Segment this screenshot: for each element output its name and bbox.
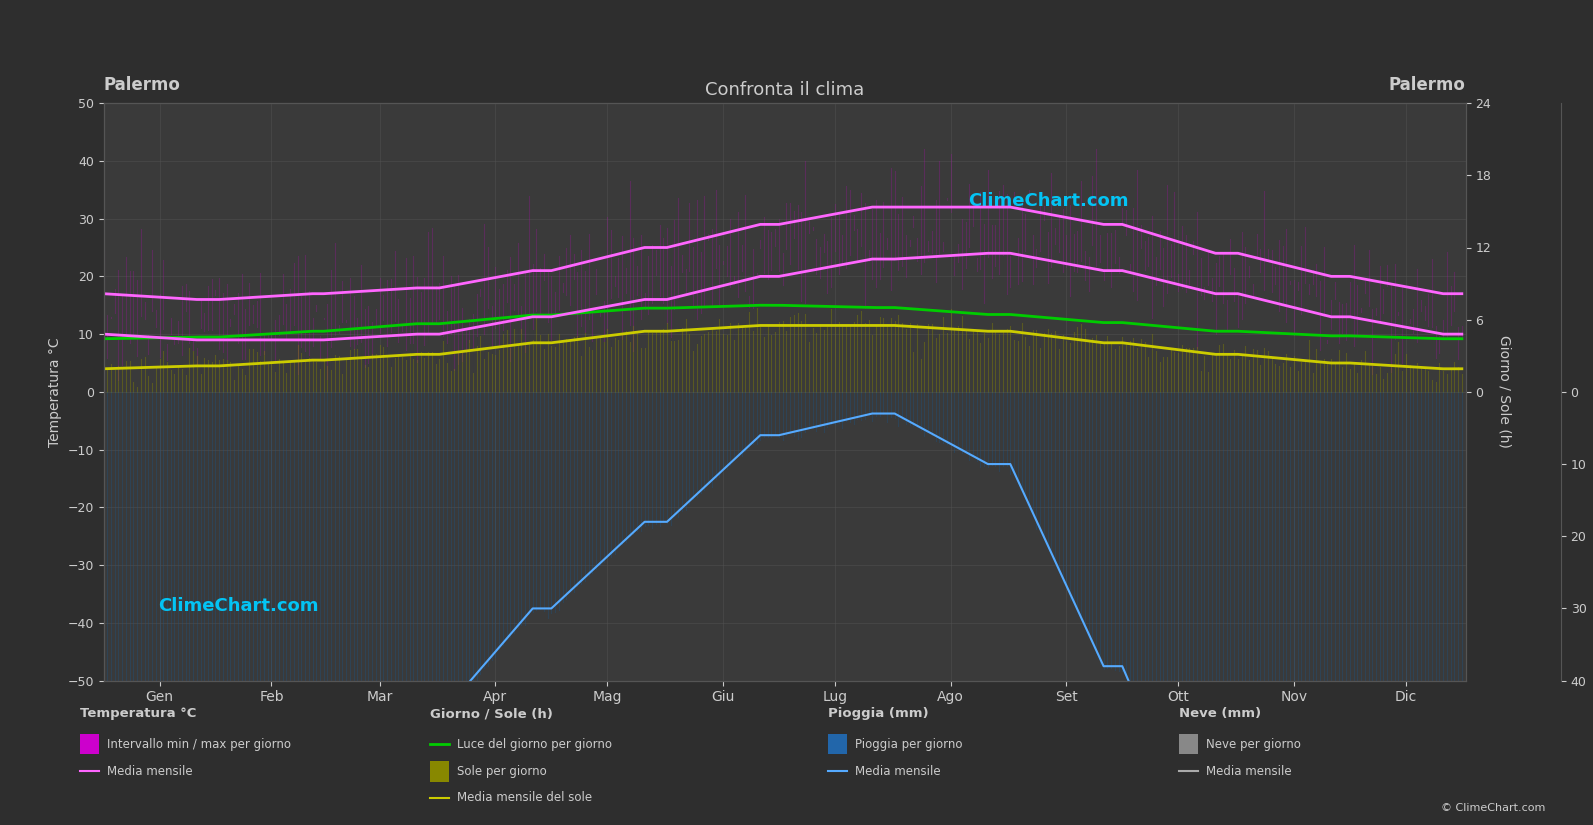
Text: Media mensile: Media mensile: [855, 765, 941, 778]
Text: Palermo: Palermo: [1389, 77, 1466, 95]
Text: ClimeChart.com: ClimeChart.com: [158, 596, 319, 615]
Text: Giorno / Sole (h): Giorno / Sole (h): [430, 707, 553, 720]
Text: Luce del giorno per giorno: Luce del giorno per giorno: [457, 738, 612, 751]
Text: Pioggia per giorno: Pioggia per giorno: [855, 738, 962, 751]
Text: ClimeChart.com: ClimeChart.com: [969, 192, 1129, 210]
Text: Neve per giorno: Neve per giorno: [1206, 738, 1301, 751]
Text: Media mensile del sole: Media mensile del sole: [457, 791, 593, 804]
Text: Neve (mm): Neve (mm): [1179, 707, 1262, 720]
Text: Intervallo min / max per giorno: Intervallo min / max per giorno: [107, 738, 292, 751]
Text: Temperatura °C: Temperatura °C: [80, 707, 196, 720]
Text: Palermo: Palermo: [104, 77, 180, 95]
Text: Media mensile: Media mensile: [107, 765, 193, 778]
Y-axis label: Temperatura °C: Temperatura °C: [48, 337, 62, 446]
Title: Confronta il clima: Confronta il clima: [706, 81, 863, 99]
Text: Media mensile: Media mensile: [1206, 765, 1292, 778]
Y-axis label: Giorno / Sole (h): Giorno / Sole (h): [1497, 336, 1512, 448]
Text: © ClimeChart.com: © ClimeChart.com: [1440, 803, 1545, 813]
Text: Sole per giorno: Sole per giorno: [457, 765, 546, 778]
Text: Pioggia (mm): Pioggia (mm): [828, 707, 929, 720]
